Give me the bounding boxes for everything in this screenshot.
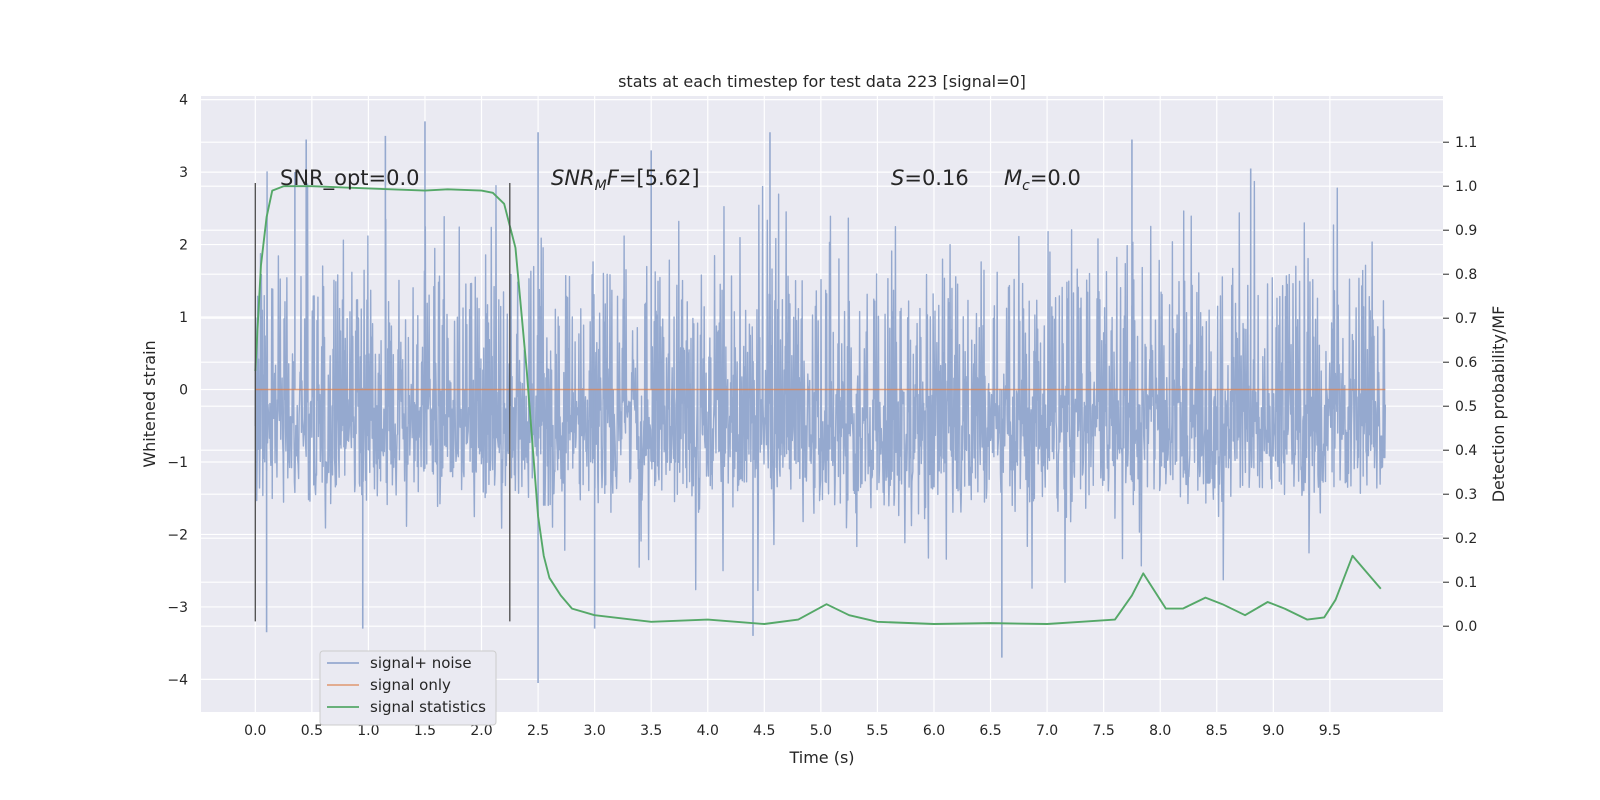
y-axis-label-right: Detection probability/MF — [1489, 306, 1508, 503]
series-lines — [254, 185, 1386, 625]
x-tick-label: 7.0 — [1036, 723, 1058, 739]
x-tick-label: 8.5 — [1206, 723, 1228, 739]
y-tick-label: −4 — [167, 672, 188, 688]
x-tick-label: 3.0 — [584, 723, 606, 739]
x-tick-label: 4.0 — [697, 723, 719, 739]
y-tick-label-right: 0.2 — [1455, 531, 1477, 547]
y-tick-label-right: 0.4 — [1455, 443, 1477, 459]
noise-series — [254, 121, 1387, 684]
y-tick-label-right: 0.1 — [1455, 575, 1477, 591]
signal-statistics-line — [254, 185, 1382, 625]
legend: signal+ noise signal only signal statist… — [319, 650, 497, 726]
annotation-snr-mf: SNRMF=[5.62] — [551, 166, 700, 194]
x-tick-label: 2.0 — [470, 723, 492, 739]
y-tick-label: 0 — [179, 383, 188, 399]
y-tick-label-right: 0.5 — [1455, 399, 1477, 415]
y-tick-label-right: 1.0 — [1455, 179, 1477, 195]
x-axis-label: Time (s) — [788, 748, 854, 767]
y-tick-label: −1 — [167, 455, 188, 471]
annotation-s: S=0.16 — [891, 166, 969, 190]
y-tick-label-right: 0.0 — [1455, 619, 1477, 635]
annotation-snr-opt: SNR_opt=0.0 — [280, 166, 420, 191]
y-tick-label-right: 0.7 — [1455, 311, 1477, 327]
legend-label-signal: signal only — [370, 676, 451, 694]
x-tick-label: 7.5 — [1093, 723, 1115, 739]
y-tick-label: 2 — [179, 238, 188, 254]
y-tick-label: 3 — [179, 165, 188, 181]
legend-label-noise: signal+ noise — [370, 654, 472, 672]
x-tick-label: 2.5 — [527, 723, 549, 739]
legend-box — [319, 650, 497, 726]
y-tick-label-right: 0.8 — [1455, 267, 1477, 283]
y-tick-label: 1 — [179, 310, 188, 326]
annotation-mc-sub: c — [1022, 178, 1030, 194]
x-tick-label: 6.5 — [979, 723, 1001, 739]
y-tick-label: −2 — [167, 527, 188, 543]
vertical-markers — [254, 182, 511, 622]
y-tick-label: −3 — [167, 600, 188, 616]
y-tick-label: 4 — [179, 93, 188, 109]
annotation-snr-mf-value: =[5.62] — [619, 166, 700, 190]
y-tick-label-right: 1.1 — [1455, 135, 1477, 151]
x-tick-label: 9.5 — [1319, 723, 1341, 739]
x-tick-label: 5.5 — [866, 723, 888, 739]
annotation-mc: Mc=0.0 — [1004, 166, 1081, 194]
x-tick-label: 0.0 — [244, 723, 266, 739]
tick-labels: 0.0 0.5 1.0 1.5 2.0 2.5 3.0 3.5 4.0 4.5 5.0 5.5 6.0 6… — [167, 93, 1477, 739]
x-tick-label: 4.5 — [753, 723, 775, 739]
x-tick-label: 5.0 — [810, 723, 832, 739]
x-tick-label: 3.5 — [640, 723, 662, 739]
annotation-snr-mf-sym2: F — [607, 166, 620, 190]
annotation-snr-mf-sub: M — [595, 178, 607, 194]
x-tick-label: 1.0 — [357, 723, 379, 739]
x-tick-label: 8.0 — [1149, 723, 1171, 739]
x-tick-label: 9.0 — [1262, 723, 1284, 739]
y-tick-label-right: 0.9 — [1455, 223, 1477, 239]
annotation-mc-sym: M — [1004, 166, 1022, 190]
annotation-s-sym: S — [891, 166, 904, 190]
noise-trace — [254, 171, 1387, 592]
annotation-snr-mf-sym: SNR — [551, 166, 595, 190]
y-axis-label: Whitened strain — [140, 340, 159, 467]
chart-title: stats at each timestep for test data 223… — [618, 72, 1026, 91]
y-tick-label-right: 0.3 — [1455, 487, 1477, 503]
annotation-s-value: =0.16 — [904, 166, 968, 190]
legend-label-statistics: signal statistics — [370, 698, 486, 716]
y-tick-label-right: 0.6 — [1455, 355, 1477, 371]
x-tick-label: 6.0 — [923, 723, 945, 739]
x-tick-label: 1.5 — [414, 723, 436, 739]
x-tick-label: 0.5 — [301, 723, 323, 739]
annotation-mc-value: =0.0 — [1030, 166, 1081, 190]
